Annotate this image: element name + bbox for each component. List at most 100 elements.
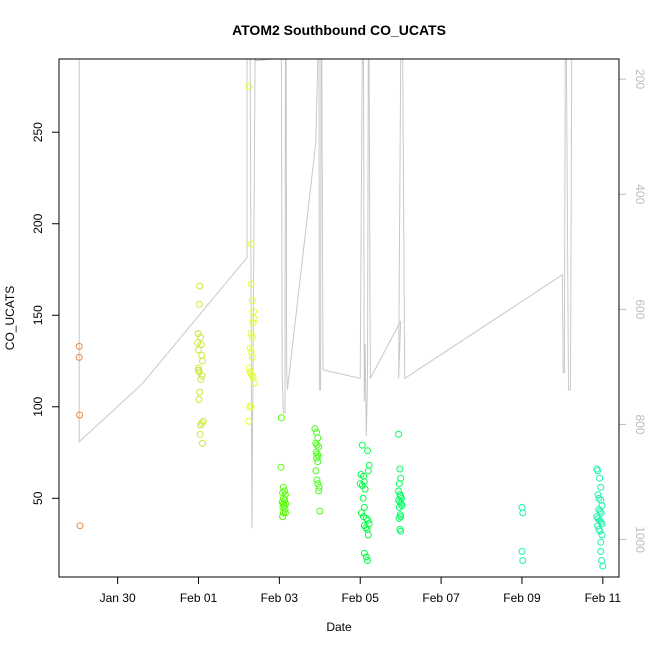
data-point	[362, 553, 370, 561]
data-point	[599, 562, 607, 570]
data-point	[313, 454, 321, 462]
data-point	[395, 480, 403, 488]
chart-title: ATOM2 Southbound CO_UCATS	[232, 22, 446, 38]
data-points-group	[75, 83, 607, 570]
data-point	[76, 411, 84, 419]
data-point	[597, 547, 605, 555]
data-point	[196, 388, 204, 396]
data-point	[197, 341, 205, 348]
data-point	[364, 557, 371, 564]
y-tick-label: 50	[31, 491, 45, 505]
data-point	[598, 531, 606, 539]
data-point	[277, 414, 285, 422]
data-point	[195, 396, 203, 403]
data-point	[195, 366, 202, 374]
data-point	[315, 487, 323, 495]
data-point	[199, 417, 207, 425]
data-point	[199, 357, 206, 365]
data-point	[312, 467, 320, 475]
data-point	[246, 344, 254, 352]
data-point	[397, 513, 405, 521]
data-point	[360, 549, 368, 557]
x-tick-label: Feb 03	[261, 591, 299, 605]
y-axis-label: CO_UCATS	[3, 286, 17, 350]
x-tick-label: Feb 11	[585, 591, 622, 605]
data-point	[311, 425, 319, 433]
data-point	[248, 353, 256, 361]
data-point	[519, 509, 527, 517]
data-point	[278, 498, 286, 506]
data-point	[196, 430, 204, 438]
data-point	[597, 538, 605, 546]
data-point	[199, 439, 206, 447]
y-tick-label: 250	[31, 122, 45, 142]
right-tick-label: 1000	[633, 526, 647, 553]
data-point	[362, 524, 370, 532]
data-point	[247, 330, 255, 338]
data-point	[364, 516, 372, 524]
data-point	[195, 346, 202, 354]
data-point	[364, 447, 371, 455]
data-point	[280, 502, 288, 510]
data-point	[596, 507, 604, 515]
data-point	[358, 441, 366, 449]
data-point	[248, 333, 256, 341]
y-tick-label: 100	[31, 396, 45, 416]
data-point	[597, 483, 605, 491]
plot-frame	[58, 58, 620, 578]
x-tick-label: Feb 05	[342, 591, 380, 605]
data-point	[361, 485, 369, 493]
data-point	[364, 531, 372, 539]
data-point	[518, 547, 526, 555]
data-point	[250, 315, 258, 323]
profile-line-group	[78, 59, 599, 529]
data-point	[396, 498, 404, 506]
data-point	[313, 441, 321, 449]
data-point	[595, 494, 603, 502]
data-point	[194, 330, 202, 338]
data-point	[250, 379, 258, 387]
data-point	[246, 403, 254, 411]
data-point	[75, 353, 83, 361]
data-point	[360, 478, 368, 486]
data-point	[248, 297, 256, 305]
data-point	[315, 483, 323, 491]
data-point	[364, 467, 372, 475]
data-point	[314, 480, 322, 488]
data-point	[195, 364, 202, 372]
axes-group: Jan 30 Feb 01 Feb 03 Feb 05 Feb 07 Feb 09 Feb …	[31, 69, 647, 605]
data-point	[277, 463, 285, 471]
data-point	[596, 474, 604, 482]
data-point	[196, 282, 204, 290]
data-point	[597, 509, 605, 517]
y-tick-label: 150	[31, 305, 45, 325]
data-point	[195, 300, 203, 308]
x-tick-label: Jan 30	[100, 591, 136, 605]
data-point	[245, 417, 253, 425]
data-point	[316, 507, 324, 515]
right-tick-label: 600	[633, 299, 647, 319]
data-point	[279, 509, 287, 517]
data-point	[395, 430, 403, 438]
data-point	[395, 503, 403, 511]
profile-line	[78, 59, 599, 529]
x-tick-label: Feb 01	[180, 591, 218, 605]
data-point	[360, 503, 368, 511]
x-tick-label: Feb 07	[422, 591, 460, 605]
x-axis-label: Date	[326, 620, 352, 634]
x-tick-label: Feb 09	[503, 591, 541, 605]
data-point	[313, 476, 321, 484]
data-point	[76, 522, 84, 530]
data-point	[194, 339, 202, 347]
data-point	[75, 342, 83, 350]
data-point	[396, 465, 404, 473]
right-tick-label: 400	[633, 184, 647, 204]
data-point	[594, 467, 602, 475]
data-point	[397, 527, 405, 535]
data-point	[598, 520, 606, 528]
data-point	[197, 333, 204, 341]
data-point	[247, 240, 255, 248]
data-point	[247, 280, 255, 288]
